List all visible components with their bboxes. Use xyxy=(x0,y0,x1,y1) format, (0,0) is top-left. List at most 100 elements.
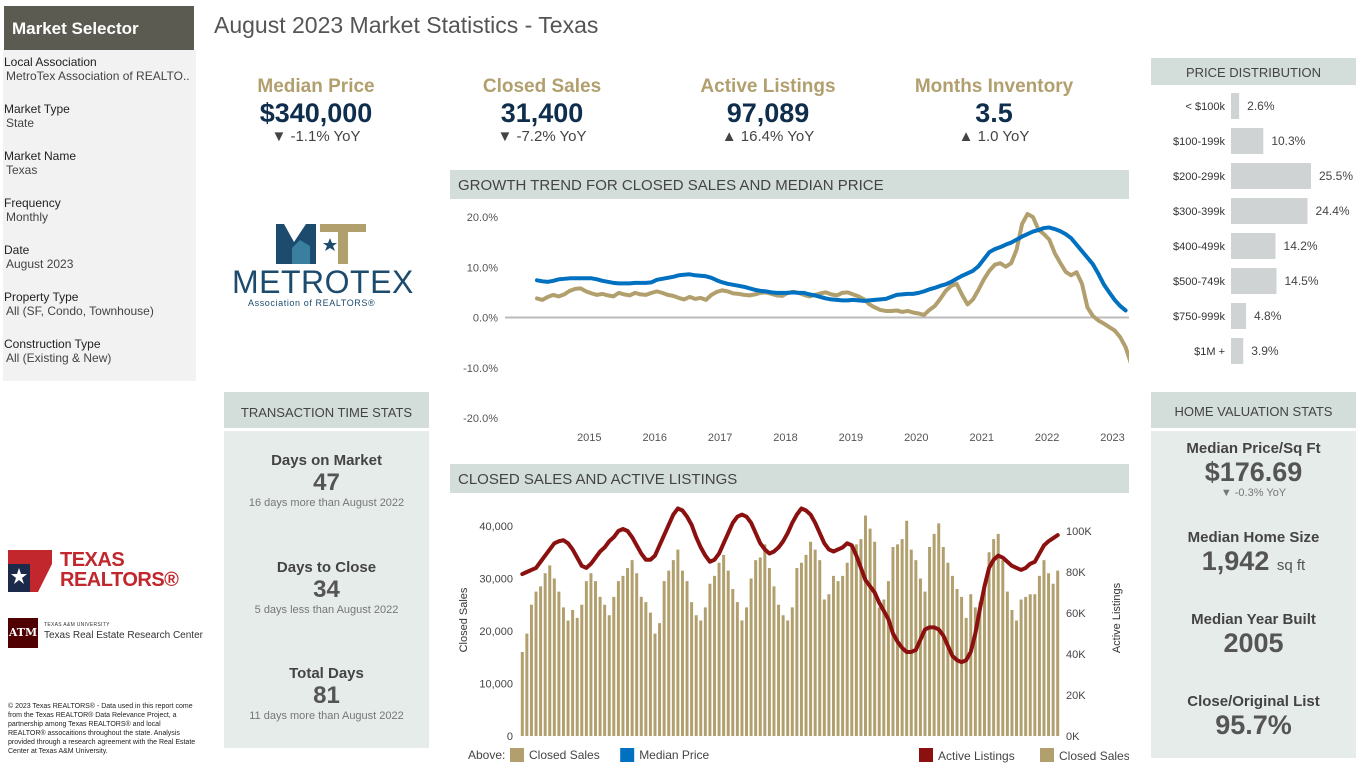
filter-label: Frequency xyxy=(4,196,61,210)
closed-sales-bar xyxy=(703,607,707,736)
texas-realtors-logo: TEXAS REALTORS® xyxy=(8,550,179,594)
price-bin-bar xyxy=(1231,163,1311,189)
legend-item-label: Closed Sales xyxy=(529,748,600,762)
price-bin-label: $750-999k xyxy=(1173,311,1225,323)
price-bin-bar xyxy=(1231,303,1247,329)
closed-sales-bar xyxy=(891,547,895,736)
closed-sales-bar xyxy=(571,610,575,736)
filter-date[interactable]: Date August 2023 xyxy=(4,243,194,271)
growth-trend-header: GROWTH TREND FOR CLOSED SALES AND MEDIAN… xyxy=(450,170,1129,199)
closed-sales-bar xyxy=(626,568,630,736)
closed-sales-bar xyxy=(525,633,529,736)
closed-sales-bar xyxy=(813,549,817,736)
filter-label: Date xyxy=(4,243,30,257)
filter-local-association[interactable]: Local Association MetroTex Association o… xyxy=(4,55,194,83)
valuation-label: Median Price/Sq Ft xyxy=(1186,440,1321,457)
filter-label: Market Type xyxy=(4,102,70,116)
closed-sales-bar xyxy=(694,615,698,736)
valuation-year-built: Median Year Built 2005 xyxy=(1151,611,1356,658)
market-selector-header: Market Selector xyxy=(4,6,194,50)
filter-value[interactable]: Monthly xyxy=(6,210,49,224)
y-left-tick-label: 20,000 xyxy=(479,626,513,638)
kpi-change: ▲ 16.4% YoY xyxy=(721,128,815,145)
closed-sales-bar xyxy=(1056,570,1060,736)
y-tick-label: -10.0% xyxy=(463,363,498,375)
filter-value[interactable]: August 2023 xyxy=(6,257,74,271)
y-left-tick-label: 30,000 xyxy=(479,574,513,586)
filter-market-type[interactable]: Market Type State xyxy=(4,102,194,130)
filter-frequency[interactable]: Frequency Monthly xyxy=(4,196,194,224)
x-tick-label: 2022 xyxy=(1035,432,1059,444)
closed-sales-bar xyxy=(543,573,547,736)
closed-sales-bar xyxy=(745,607,749,736)
filter-property-type[interactable]: Property Type All (SF, Condo, Townhouse) xyxy=(4,290,194,318)
stat-label: Total Days xyxy=(289,665,364,682)
tamu-research-center-logo: ATM TEXAS A&M UNIVERSITY Texas Real Esta… xyxy=(8,618,203,648)
valuation-value: 95.7% xyxy=(1215,710,1292,740)
closed-sales-bar xyxy=(644,602,648,736)
closed-sales-bar xyxy=(1028,594,1032,736)
kpi-change: ▼ -1.1% YoY xyxy=(271,128,361,145)
filter-construction-type[interactable]: Construction Type All (Existing & New) xyxy=(4,337,194,365)
kpi-months-inventory: Months Inventory 3.5 ▲ 1.0 YoY xyxy=(899,76,1089,145)
price-bin-label: $300-399k xyxy=(1173,206,1225,218)
y-tick-label: 0.0% xyxy=(473,313,498,325)
closed-sales-bar xyxy=(859,539,863,736)
filter-market-name[interactable]: Market Name Texas xyxy=(4,149,194,177)
closed-sales-bar xyxy=(598,596,602,736)
closed-sales-bar xyxy=(699,620,703,736)
price-bin-bar xyxy=(1231,198,1308,224)
closed-sales-bar xyxy=(868,528,872,736)
atm-mark-icon: ATM xyxy=(8,618,38,648)
y-left-axis-label: Closed Sales xyxy=(458,587,470,652)
closed-sales-bar xyxy=(923,591,927,736)
price-bin-value: 25.5% xyxy=(1319,169,1353,183)
closed-sales-bar xyxy=(589,573,593,736)
closed-sales-bar xyxy=(827,594,831,736)
closed-sales-bar xyxy=(845,562,849,736)
closed-sales-bar xyxy=(978,602,982,736)
closed-sales-bar xyxy=(685,581,689,736)
closed-sales-bar xyxy=(648,612,652,736)
y-left-tick-label: 0 xyxy=(507,731,513,743)
filter-label: Property Type xyxy=(4,290,79,304)
stat-days-on-market: Days on Market 47 16 days more than Augu… xyxy=(224,452,429,509)
filter-value[interactable]: All (Existing & New) xyxy=(6,351,112,365)
kpi-value: $340,000 xyxy=(259,98,373,128)
tamu-small-text: TEXAS A&M UNIVERSITY xyxy=(44,622,110,628)
closed-sales-bar xyxy=(973,607,977,736)
texas-realtors-wordmark: TEXAS REALTORS® xyxy=(60,550,179,590)
home-valuation-header: HOME VALUATION STATS xyxy=(1151,392,1356,428)
closed-sales-bar xyxy=(635,573,639,736)
y-left-tick-label: 40,000 xyxy=(479,521,513,533)
closed-sales-bar xyxy=(1001,560,1005,736)
kpi-change: ▼ -7.2% YoY xyxy=(497,128,587,145)
price-bin-value: 14.2% xyxy=(1284,239,1318,253)
closed-sales-bar xyxy=(754,560,758,736)
closed-sales-bar xyxy=(671,560,675,736)
y-right-tick-label: 60K xyxy=(1066,608,1086,620)
closed-sales-bar xyxy=(763,544,767,736)
filter-value[interactable]: MetroTex Association of REALTO.. xyxy=(6,69,190,83)
stat-label: Days on Market xyxy=(271,452,382,469)
closed-sales-bar xyxy=(1015,620,1019,736)
closed-sales-bar xyxy=(529,604,533,736)
stat-value: 47 xyxy=(313,469,340,496)
x-tick-label: 2021 xyxy=(969,432,993,444)
closed-sales-bar xyxy=(777,604,781,736)
price-bin-label: $200-299k xyxy=(1173,171,1225,183)
closed-sales-bar xyxy=(854,544,858,736)
closed-sales-bar xyxy=(575,617,579,736)
filter-value[interactable]: Texas xyxy=(6,163,38,177)
filter-label: Local Association xyxy=(4,55,97,69)
filter-value[interactable]: State xyxy=(6,116,35,130)
filter-value[interactable]: All (SF, Condo, Townhouse) xyxy=(6,304,154,318)
metrotex-logo: METROTEX Association of REALTORS® xyxy=(226,218,416,312)
closed-sales-bar xyxy=(964,617,968,736)
closed-sales-bar xyxy=(1019,599,1023,736)
closed-sales-bar xyxy=(1051,583,1055,736)
valuation-label: Median Home Size xyxy=(1187,529,1320,546)
valuation-close-original-list: Close/Original List 95.7% xyxy=(1151,693,1356,740)
legend-swatch xyxy=(919,748,933,762)
closed-sales-bar xyxy=(653,633,657,736)
